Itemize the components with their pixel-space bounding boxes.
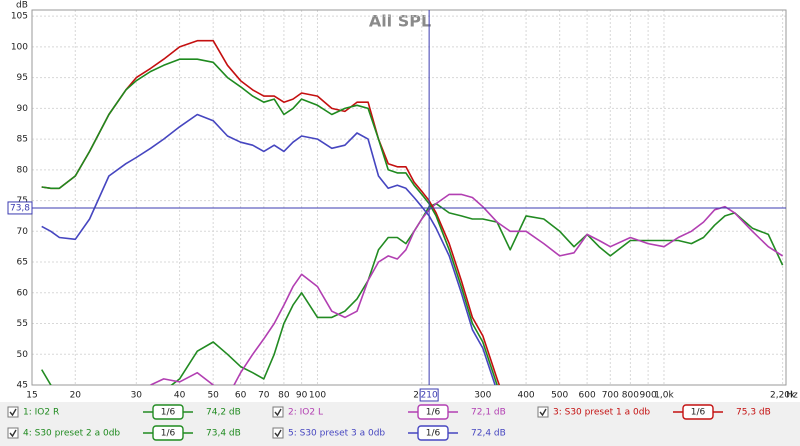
legend-checkbox[interactable] [537, 406, 549, 418]
y-unit: dB [16, 1, 28, 11]
legend-name: 5: S30 preset 3 a 0db [288, 429, 385, 439]
y-tick-label: 90 [17, 104, 29, 114]
curve [150, 193, 784, 385]
legend-smoothing: 1/6 [426, 408, 441, 418]
legend-value: 72,1 dB [471, 408, 506, 418]
x-tick-label: 100 [309, 391, 326, 401]
legend-name: 3: S30 preset 1 a 0db [553, 408, 650, 418]
y-tick-label: 85 [17, 135, 28, 145]
y-tick-label: 80 [17, 165, 29, 175]
x-tick-label: 600 [579, 391, 596, 401]
x-unit: Hz [786, 391, 798, 401]
x-tick-label: 50 [207, 391, 219, 401]
legend-smoothing: 1/6 [161, 408, 176, 418]
y-tick-label: 100 [11, 42, 28, 52]
legend-smoothing-box[interactable] [417, 404, 449, 420]
y-tick-label: 55 [17, 319, 28, 329]
legend-value: 74,2 dB [206, 408, 241, 418]
legend-smoothing: 1/6 [161, 429, 176, 439]
legend-smoothing: 1/6 [691, 408, 706, 418]
y-tick-label: 75 [17, 196, 28, 206]
x-tick-label: 400 [517, 391, 534, 401]
cursor-y-label: 73,8 [10, 203, 30, 213]
y-tick-label: 50 [17, 350, 29, 360]
legend-checkbox[interactable] [7, 427, 19, 439]
legend-checkbox[interactable] [272, 427, 284, 439]
y-tick-label: 70 [17, 227, 29, 237]
legend-smoothing-box[interactable] [682, 404, 714, 420]
legend-name: 4: S30 preset 2 a 0db [23, 429, 120, 439]
legend-check [539, 408, 547, 417]
x-tick-label: 15 [26, 391, 37, 401]
curve [41, 58, 498, 385]
legend-panel [0, 402, 800, 446]
legend-check [274, 408, 282, 417]
x-tick-label: 80 [278, 391, 290, 401]
legend-smoothing-box[interactable] [417, 425, 449, 441]
x-tick-label: 40 [174, 391, 186, 401]
y-tick-label: 95 [17, 73, 28, 83]
x-tick-label: 90 [296, 391, 308, 401]
legend-check [9, 429, 17, 438]
legend-value: 72,4 dB [471, 429, 506, 439]
legend-check [9, 408, 17, 417]
y-tick-label: 60 [17, 288, 29, 298]
legend-name: 1: IO2 R [23, 408, 59, 418]
legend-name: 2: IO2 L [288, 408, 323, 418]
curve [41, 39, 501, 385]
x-tick-label: 2,20k [770, 391, 796, 401]
x-tick-label: 900 [640, 391, 657, 401]
x-tick-label: 800 [622, 391, 639, 401]
y-tick-label: 65 [17, 258, 28, 268]
legend-smoothing: 1/6 [426, 429, 441, 439]
legend-smoothing-box[interactable] [152, 404, 184, 420]
cursor-y-box [7, 201, 33, 215]
y-tick-label: 45 [17, 381, 28, 391]
legend-smoothing-box[interactable] [152, 425, 184, 441]
legend-check [274, 429, 282, 438]
cursor-x-label: 210 [421, 391, 438, 401]
x-tick-label: 700 [602, 391, 619, 401]
y-tick-label: 105 [11, 12, 28, 22]
x-tick-label: 1,0k [654, 391, 674, 401]
x-tick-label: 500 [551, 391, 568, 401]
legend-value: 73,4 dB [206, 429, 241, 439]
legend-value: 75,3 dB [736, 408, 771, 418]
cursor-x-box [419, 388, 439, 402]
x-tick-label: 300 [474, 391, 491, 401]
x-tick-label: 70 [258, 391, 270, 401]
legend-checkbox[interactable] [272, 406, 284, 418]
legend-checkbox[interactable] [7, 406, 19, 418]
x-tick-label: 20 [70, 391, 82, 401]
x-tick-label: 30 [131, 391, 143, 401]
curve [41, 113, 496, 385]
x-tick-label: 60 [235, 391, 247, 401]
plot-area [41, 39, 784, 385]
plot-frame [31, 9, 787, 386]
